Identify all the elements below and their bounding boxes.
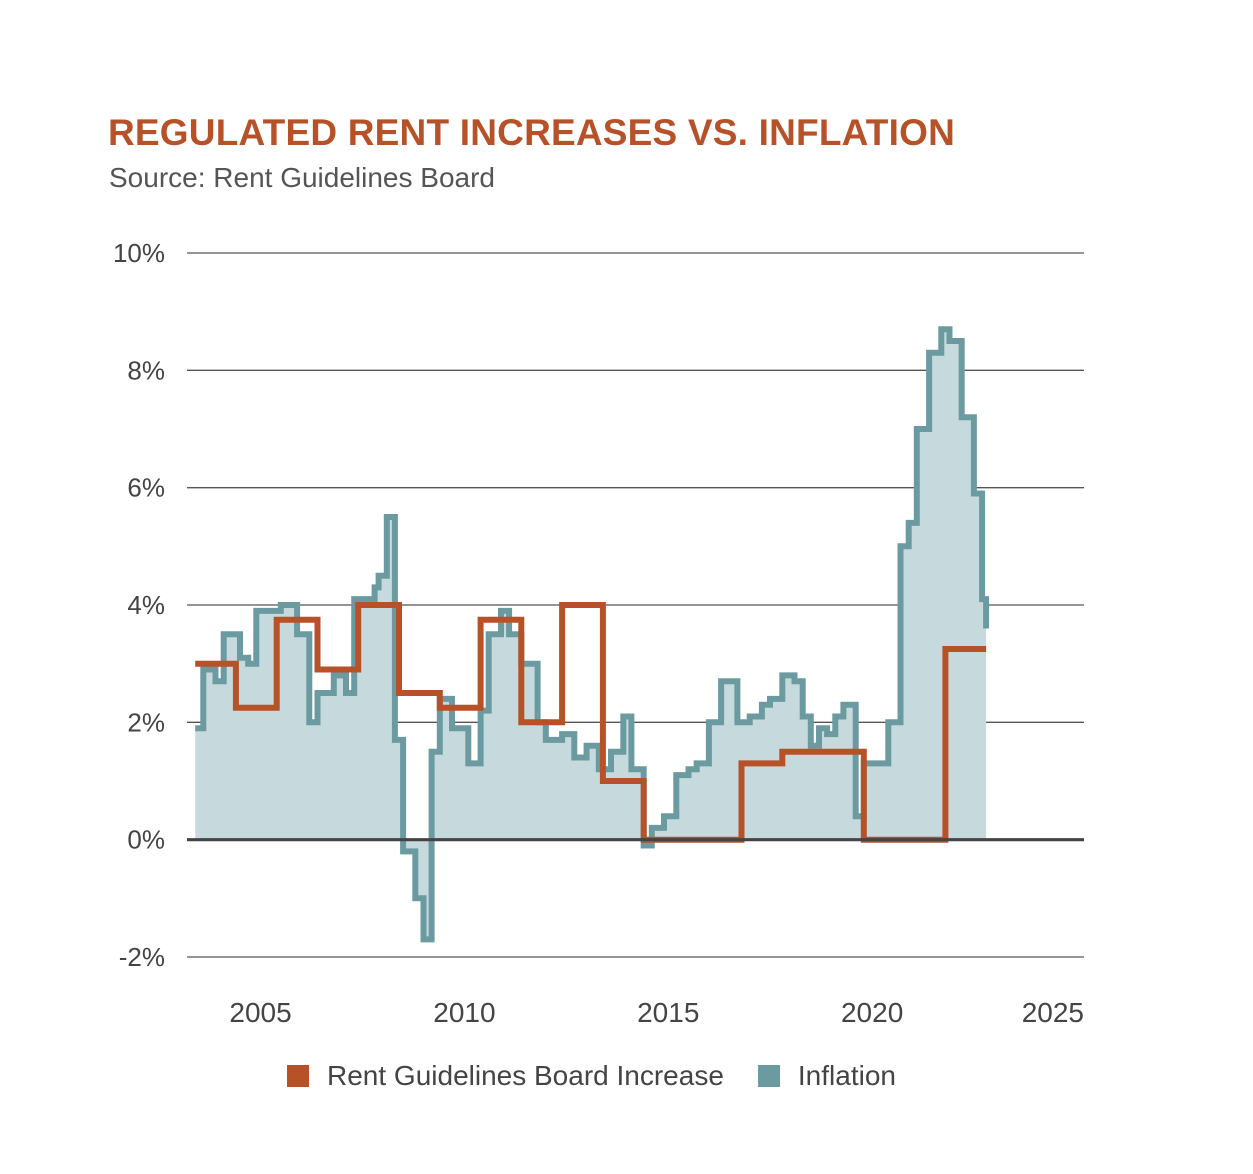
chart-subtitle: Source: Rent Guidelines Board xyxy=(109,162,495,193)
legend-swatch-rent xyxy=(287,1065,309,1087)
y-tick-label: -2% xyxy=(119,942,165,972)
legend-item-rent: Rent Guidelines Board Increase xyxy=(287,1060,724,1092)
inflation-area xyxy=(195,329,987,940)
y-tick-label: 2% xyxy=(127,707,165,737)
legend-label-rent: Rent Guidelines Board Increase xyxy=(327,1060,724,1091)
legend-swatch-inflation xyxy=(757,1065,780,1087)
y-tick-label: 0% xyxy=(127,825,165,855)
x-axis-ticks: 2005 2010 2015 2020 2025 xyxy=(229,997,1084,1028)
legend: Rent Guidelines Board Increase Inflation xyxy=(287,1060,930,1092)
rent-increase-line xyxy=(195,602,987,843)
x-tick-label: 2010 xyxy=(433,997,495,1028)
series-lines xyxy=(195,326,990,943)
chart-title: REGULATED RENT INCREASES VS. INFLATION xyxy=(108,112,955,153)
y-tick-label: 6% xyxy=(127,473,165,503)
x-tick-label: 2005 xyxy=(229,997,291,1028)
inflation-area-fill xyxy=(195,329,987,940)
y-tick-label: 10% xyxy=(113,238,165,268)
y-tick-label: 4% xyxy=(127,590,165,620)
y-tick-label: 8% xyxy=(127,355,165,385)
inflation-line xyxy=(195,326,990,943)
legend-label-inflation: Inflation xyxy=(797,1060,896,1091)
legend-item-inflation: Inflation xyxy=(757,1060,896,1092)
x-tick-label: 2025 xyxy=(1022,997,1084,1028)
x-tick-label: 2020 xyxy=(841,997,903,1028)
x-tick-label: 2015 xyxy=(637,997,699,1028)
y-axis-ticks: 10% 8% 6% 4% 2% 0% -2% xyxy=(113,238,165,972)
